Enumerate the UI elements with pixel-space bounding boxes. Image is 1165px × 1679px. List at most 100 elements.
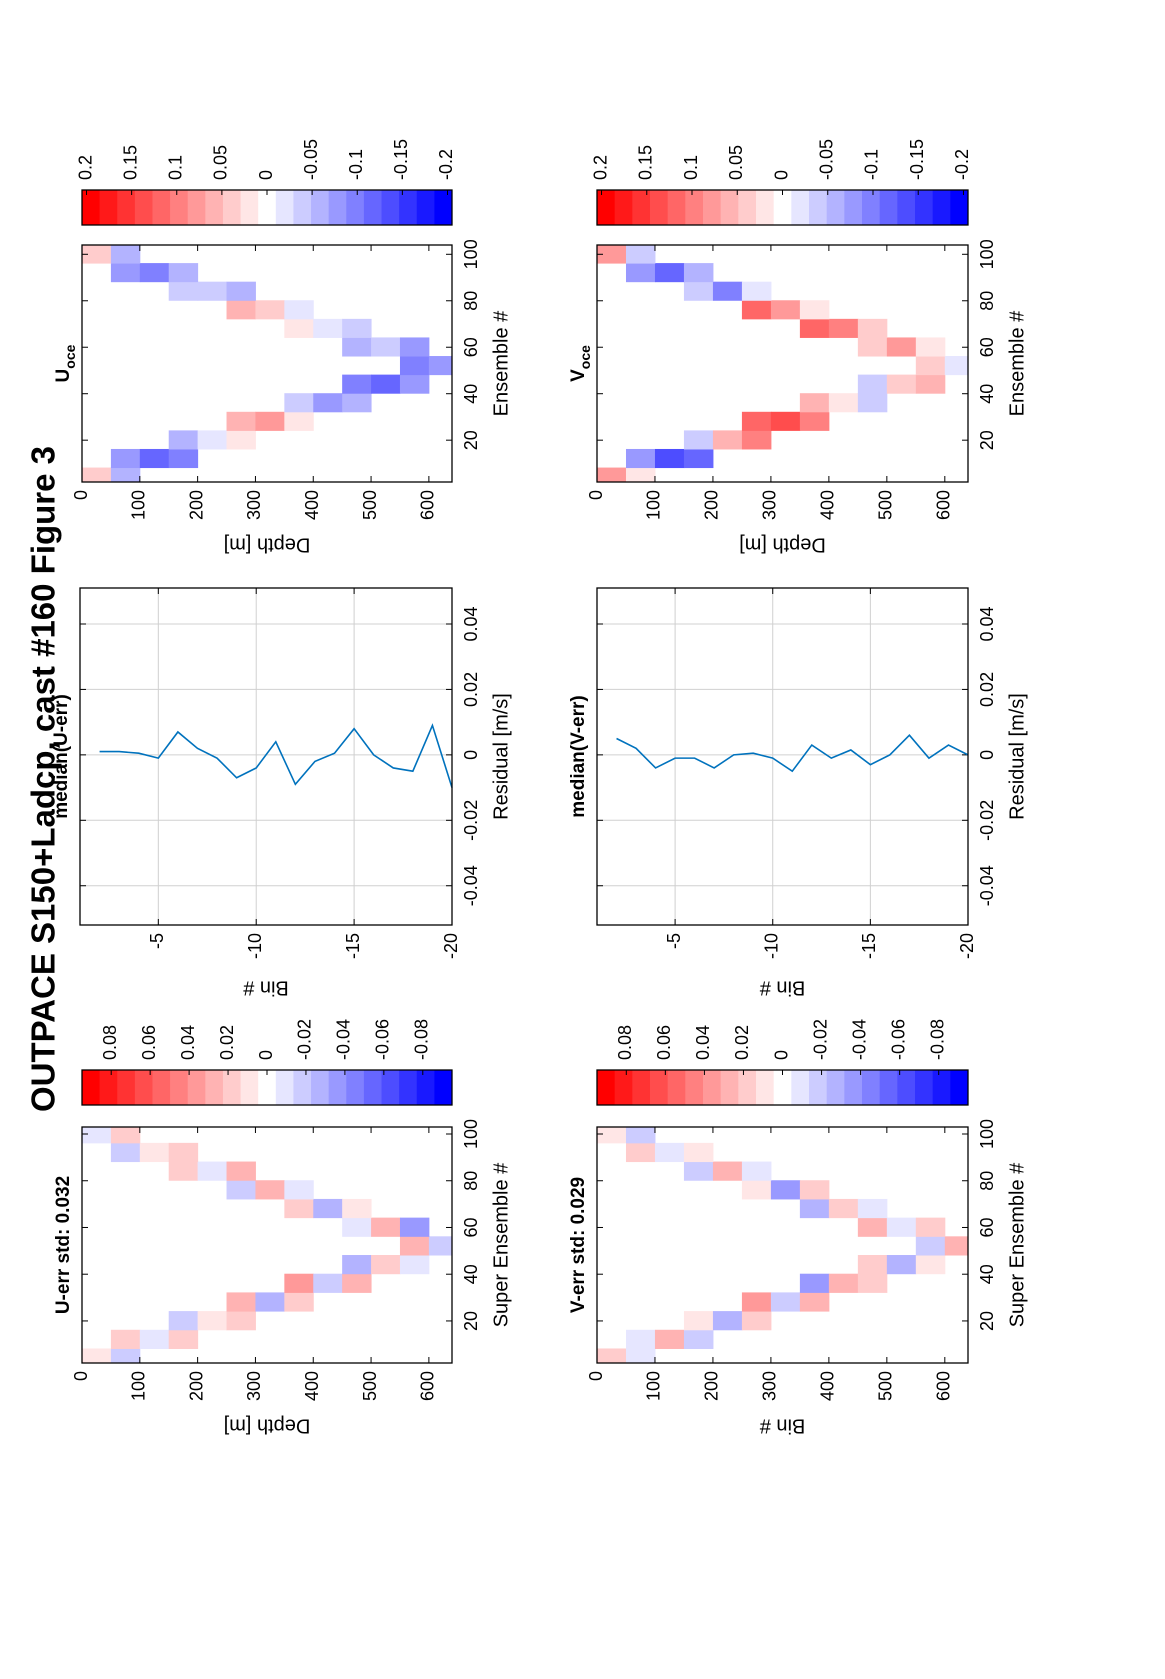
- heat-cell: [313, 393, 343, 413]
- heat-cell: [741, 1292, 772, 1312]
- colorbar-tick-label: -0.06: [888, 1019, 908, 1060]
- colorbar-cell: [152, 190, 171, 225]
- colorbar-cell: [650, 190, 669, 225]
- x-tick-label: 0.04: [977, 606, 997, 641]
- x-tick-label: 40: [977, 384, 997, 404]
- heat-cell: [284, 1198, 314, 1219]
- heat-cell: [799, 1292, 830, 1312]
- plot-frame: [596, 1126, 969, 1364]
- colorbar-cell: [844, 1070, 863, 1105]
- heat-cell: [654, 263, 685, 283]
- colorbar-cell: [720, 190, 739, 225]
- colorbar-cell: [932, 1070, 951, 1105]
- heat-cell: [886, 1217, 917, 1237]
- colorbar-cell: [597, 1070, 616, 1105]
- y-tick-label: 500: [360, 1371, 380, 1401]
- panel-title: median(U-err): [51, 694, 72, 819]
- heat-cell: [799, 1273, 830, 1293]
- heat-cell: [625, 1329, 656, 1349]
- y-tick-label: 400: [302, 490, 322, 520]
- y-tick-label: -10: [761, 933, 781, 959]
- y-tick-label: -15: [343, 933, 363, 959]
- heat-cell: [799, 318, 830, 338]
- heat-cell: [168, 1142, 199, 1163]
- colorbar-cell: [720, 1070, 739, 1105]
- colorbar-tick-label: 0.05: [726, 145, 746, 180]
- colorbar-tick-label: -0.05: [301, 139, 321, 180]
- heat-cell: [139, 263, 170, 283]
- y-axis-label: Bin #: [759, 977, 805, 999]
- heat-cell: [342, 1273, 372, 1293]
- heat-cell: [313, 1198, 343, 1219]
- heat-cell: [168, 430, 199, 450]
- heat-cell: [857, 374, 888, 394]
- colorbar-tick-label: 0.06: [139, 1025, 159, 1060]
- heat-cell: [683, 448, 714, 469]
- heat-cell: [712, 1311, 743, 1331]
- heat-cell: [712, 1161, 743, 1181]
- colorbar-tick-label: 0.15: [120, 145, 140, 180]
- colorbar-cell: [381, 1070, 400, 1105]
- x-axis-label: Ensemble #: [490, 310, 512, 416]
- x-tick-label: -0.02: [461, 800, 481, 841]
- colorbar-tick-label: -0.1: [862, 149, 882, 180]
- heat-cell: [915, 356, 946, 376]
- colorbar-cell: [897, 1070, 916, 1105]
- y-tick-label: 400: [818, 1371, 838, 1401]
- heat-cell: [342, 1198, 372, 1219]
- heat-cell: [886, 1255, 917, 1275]
- heat-cell: [886, 374, 917, 394]
- heat-cell: [915, 337, 946, 357]
- heat-cell: [712, 281, 743, 301]
- y-tick-label: -20: [441, 933, 461, 959]
- heat-cell: [110, 467, 141, 482]
- heat-cell: [399, 337, 430, 357]
- colorbar-cell: [791, 190, 810, 225]
- heat-cell: [342, 318, 372, 338]
- colorbar-cell: [685, 190, 704, 225]
- heat-cell: [857, 1273, 888, 1293]
- colorbar-cell: [915, 190, 934, 225]
- y-tick-label: 400: [302, 1371, 322, 1401]
- colorbar-cell: [667, 190, 686, 225]
- heat-cell: [625, 263, 656, 283]
- heat-cell: [741, 1311, 772, 1331]
- x-tick-label: 0.02: [977, 672, 997, 707]
- y-axis-label: Depth [m]: [739, 534, 826, 556]
- y-tick-label: 600: [934, 1371, 954, 1401]
- y-axis-label: Bin #: [759, 1415, 805, 1437]
- data-line: [616, 734, 969, 773]
- colorbar-cell: [862, 1070, 881, 1105]
- colorbar-tick-label: -0.2: [436, 149, 456, 180]
- heat-cell: [82, 1127, 112, 1144]
- panel-title-text: V-err std: 0.029: [568, 1177, 589, 1313]
- heat-cell: [857, 318, 888, 338]
- heat-cell: [799, 1180, 830, 1200]
- heat-cell: [284, 393, 314, 413]
- panel-title-text: U-err std: 0.032: [53, 1176, 74, 1314]
- colorbar-cell: [205, 1070, 224, 1105]
- colorbar-tick-label: -0.06: [373, 1019, 393, 1060]
- heat-cell: [683, 1311, 714, 1331]
- heat-cell: [428, 356, 452, 376]
- colorbar-tick-label: -0.04: [334, 1019, 354, 1060]
- heat-cell: [857, 393, 888, 413]
- colorbar-cell: [275, 190, 294, 225]
- colorbar-cell: [363, 1070, 383, 1105]
- heat-cell: [139, 1142, 170, 1163]
- colorbar-cell: [862, 190, 881, 225]
- panel-title-subscript: oce: [577, 345, 593, 369]
- heat-cell: [770, 1292, 801, 1312]
- y-tick-label: 0: [71, 1371, 91, 1381]
- heat-cell: [683, 263, 714, 283]
- plot-frame: [79, 587, 453, 926]
- x-tick-label: 0.02: [461, 672, 481, 707]
- panel-title: V-err std: 0.029: [568, 1177, 589, 1313]
- x-tick-label: 60: [977, 1217, 997, 1237]
- x-axis-label: Residual [m/s]: [490, 693, 512, 820]
- heat-cell: [741, 1180, 772, 1200]
- y-axis-label: Bin #: [242, 977, 288, 999]
- heat-cell: [625, 448, 656, 469]
- x-tick-label: 80: [977, 1171, 997, 1191]
- heat-cell: [799, 411, 830, 431]
